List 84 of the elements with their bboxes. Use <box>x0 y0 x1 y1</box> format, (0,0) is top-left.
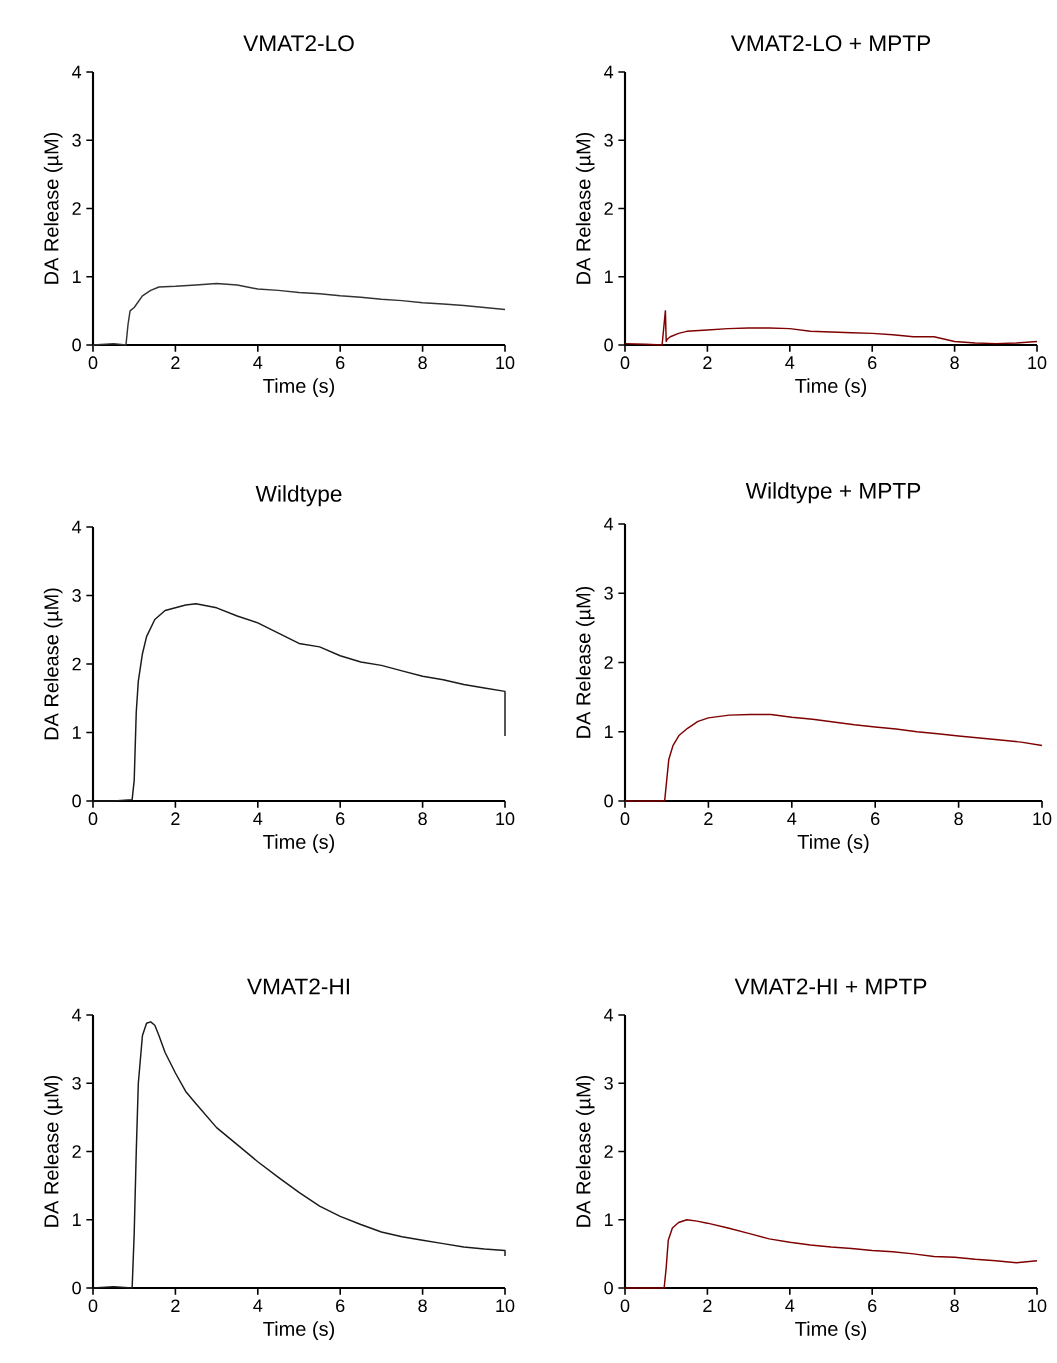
x-tick-label: 10 <box>496 812 515 826</box>
y-tick-label: 0 <box>604 1281 613 1295</box>
x-tick-label: 6 <box>336 1299 345 1313</box>
x-tick-label: 4 <box>253 812 263 825</box>
x-tick-label: 0 <box>88 812 98 826</box>
x-tick-label: 2 <box>171 812 180 825</box>
x-tick-label: 2 <box>171 356 180 369</box>
x-tick-label: 10 <box>1028 1299 1047 1313</box>
y-axis-title: DA Release (µM) <box>43 588 63 740</box>
y-tick-label: 1 <box>605 270 613 283</box>
x-axis-title: Time (s) <box>795 1321 867 1340</box>
y-tick-label: 3 <box>72 1076 81 1090</box>
x-tick-label: 10 <box>1028 356 1047 370</box>
x-tick-label: 6 <box>868 1299 877 1313</box>
x-tick-label: 6 <box>336 812 345 826</box>
x-axis-title: Time (s) <box>263 1321 335 1340</box>
x-tick-label: 8 <box>950 356 959 370</box>
x-tick-label: 2 <box>171 1299 180 1312</box>
x-tick-label: 0 <box>88 1299 98 1313</box>
x-axis-title: Time (s) <box>263 834 335 853</box>
x-tick-label: 8 <box>950 1299 959 1313</box>
x-tick-label: 2 <box>704 812 713 825</box>
y-tick-label: 4 <box>72 1008 82 1022</box>
x-tick-label: 10 <box>496 1299 515 1313</box>
y-tick-label: 3 <box>604 1076 613 1090</box>
x-tick-label: 4 <box>253 1299 263 1312</box>
y-tick-label: 1 <box>605 725 613 738</box>
y-tick-label: 0 <box>604 338 613 352</box>
y-tick-label: 1 <box>72 726 81 739</box>
x-tick-label: 0 <box>620 356 630 370</box>
y-tick-label: 3 <box>72 133 81 147</box>
y-axis-title: DA Release (µM) <box>43 132 63 284</box>
y-tick-label: 3 <box>72 589 81 602</box>
x-tick-label: 2 <box>703 356 712 369</box>
y-tick-label: 2 <box>604 1145 613 1158</box>
chart-title: VMAT2-LO <box>243 35 354 52</box>
y-axis-title: DA Release (µM) <box>575 132 595 284</box>
y-tick-label: 2 <box>72 1145 81 1158</box>
x-tick-label: 8 <box>418 356 427 370</box>
x-tick-label: 0 <box>620 812 630 826</box>
chart-title: Wildtype <box>255 485 342 507</box>
y-axis-title: DA Release (µM) <box>575 1075 595 1227</box>
x-tick-label: 4 <box>785 356 795 369</box>
x-tick-label: 0 <box>620 1299 630 1313</box>
x-tick-label: 4 <box>785 1299 795 1312</box>
x-tick-label: 10 <box>1033 812 1052 826</box>
y-tick-label: 3 <box>604 133 613 147</box>
y-tick-label: 4 <box>604 1008 614 1022</box>
chart-title: VMAT2-HI + MPTP <box>734 978 927 995</box>
y-tick-label: 1 <box>72 270 81 283</box>
x-tick-label: 4 <box>787 812 797 825</box>
chart-title: VMAT2-LO + MPTP <box>730 35 931 52</box>
x-axis-title: Time (s) <box>263 378 335 397</box>
x-tick-label: 8 <box>418 812 427 826</box>
chart-title: Wildtype + MPTP <box>745 482 921 504</box>
x-tick-label: 6 <box>871 812 880 826</box>
y-tick-label: 4 <box>72 520 82 534</box>
y-tick-label: 2 <box>72 202 81 215</box>
y-tick-label: 4 <box>72 65 82 79</box>
y-tick-label: 2 <box>604 656 613 669</box>
y-tick-label: 1 <box>605 1213 613 1226</box>
x-tick-label: 6 <box>336 356 345 370</box>
x-tick-label: 8 <box>954 812 963 826</box>
y-tick-label: 2 <box>604 202 613 215</box>
x-axis-title: Time (s) <box>795 378 867 397</box>
y-tick-label: 0 <box>604 794 613 808</box>
x-tick-label: 6 <box>868 356 877 370</box>
y-tick-label: 4 <box>604 517 614 531</box>
y-tick-label: 3 <box>604 586 613 600</box>
chart-title: VMAT2-HI <box>247 978 349 995</box>
x-tick-label: 10 <box>496 356 515 370</box>
y-tick-label: 1 <box>72 1213 81 1226</box>
y-tick-label: 2 <box>72 657 81 671</box>
y-axis-title: DA Release (µM) <box>575 586 595 738</box>
y-tick-label: 0 <box>72 338 81 352</box>
y-tick-label: 0 <box>72 1281 81 1295</box>
x-tick-label: 2 <box>703 1299 712 1312</box>
x-axis-title: Time (s) <box>797 834 869 853</box>
y-tick-label: 0 <box>72 794 81 808</box>
x-tick-label: 4 <box>253 356 263 369</box>
x-tick-label: 8 <box>418 1299 427 1313</box>
y-axis-title: DA Release (µM) <box>43 1075 63 1227</box>
x-tick-label: 0 <box>88 356 98 370</box>
y-tick-label: 4 <box>604 65 614 79</box>
